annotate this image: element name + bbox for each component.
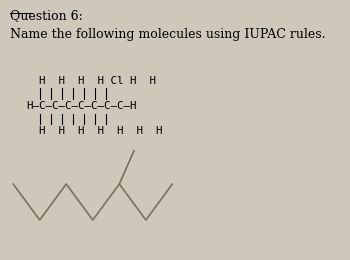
Text: Name the following molecules using IUPAC rules.: Name the following molecules using IUPAC… [10,28,326,41]
Text: Question 6:: Question 6: [10,9,83,22]
Text: H  H  H  H Cl H  H: H H H H Cl H H [27,76,156,86]
Text: H  H  H  H  H  H  H: H H H H H H H [27,126,163,136]
Text: H–C–C–C–C–C–C–C–H: H–C–C–C–C–C–C–C–H [27,101,137,111]
